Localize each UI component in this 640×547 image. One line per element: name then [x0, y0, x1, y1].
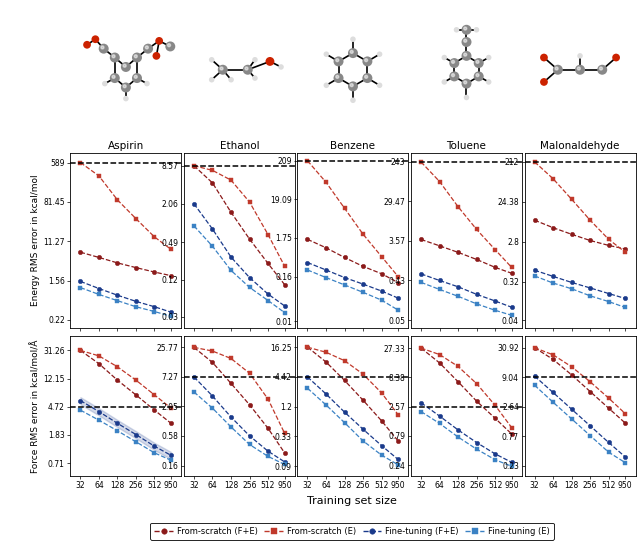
Circle shape [348, 82, 358, 91]
Circle shape [134, 75, 137, 78]
Circle shape [134, 55, 137, 58]
Circle shape [454, 27, 460, 33]
Circle shape [252, 75, 258, 81]
Circle shape [461, 79, 472, 89]
Circle shape [476, 74, 479, 77]
Circle shape [461, 25, 472, 35]
Circle shape [132, 73, 142, 83]
Circle shape [333, 56, 344, 66]
Circle shape [540, 54, 548, 61]
Y-axis label: Force RMS error in kcal/mol/Å: Force RMS error in kcal/mol/Å [31, 340, 40, 473]
Circle shape [540, 78, 548, 86]
Circle shape [449, 72, 460, 82]
Circle shape [486, 79, 492, 85]
Circle shape [362, 73, 372, 83]
Circle shape [365, 59, 367, 62]
Circle shape [252, 57, 258, 62]
Circle shape [442, 79, 447, 85]
Circle shape [449, 58, 460, 68]
Circle shape [464, 39, 467, 42]
Circle shape [143, 44, 153, 54]
Circle shape [112, 55, 115, 58]
Circle shape [474, 27, 479, 33]
Circle shape [377, 83, 382, 88]
Circle shape [350, 50, 353, 54]
Circle shape [110, 73, 120, 83]
Circle shape [348, 48, 358, 58]
Circle shape [464, 53, 467, 56]
Circle shape [461, 37, 472, 47]
Circle shape [165, 42, 175, 51]
Circle shape [461, 51, 472, 61]
Circle shape [612, 54, 620, 61]
Circle shape [168, 44, 170, 46]
Circle shape [350, 37, 356, 42]
Title: Toluene: Toluene [447, 141, 486, 151]
Circle shape [123, 96, 129, 101]
Title: Aspirin: Aspirin [108, 141, 144, 151]
Circle shape [123, 85, 126, 88]
Circle shape [600, 67, 602, 70]
Circle shape [452, 74, 454, 77]
Circle shape [442, 55, 447, 60]
Circle shape [597, 65, 607, 75]
Circle shape [228, 77, 234, 83]
Circle shape [476, 60, 479, 63]
Circle shape [365, 75, 367, 78]
Circle shape [350, 97, 356, 103]
Circle shape [156, 37, 163, 45]
Circle shape [464, 95, 469, 100]
Circle shape [278, 64, 284, 70]
Circle shape [336, 75, 339, 78]
Title: Benzene: Benzene [330, 141, 376, 151]
Circle shape [144, 81, 150, 86]
Circle shape [92, 36, 99, 43]
Title: Ethanol: Ethanol [220, 141, 259, 151]
Circle shape [553, 65, 563, 75]
Circle shape [245, 67, 248, 70]
Circle shape [350, 84, 353, 86]
Circle shape [132, 53, 142, 62]
Circle shape [464, 27, 467, 30]
Circle shape [101, 46, 104, 49]
Title: Malonaldehyde: Malonaldehyde [540, 141, 620, 151]
Circle shape [83, 41, 91, 49]
Circle shape [474, 72, 484, 82]
Circle shape [121, 83, 131, 92]
Circle shape [121, 62, 131, 72]
Circle shape [152, 52, 160, 60]
Circle shape [486, 55, 492, 60]
Circle shape [243, 65, 253, 75]
Text: Training set size: Training set size [307, 496, 397, 505]
Circle shape [333, 73, 344, 83]
Circle shape [377, 51, 382, 57]
Circle shape [577, 67, 580, 70]
Circle shape [145, 46, 148, 49]
Circle shape [577, 53, 583, 59]
Circle shape [218, 65, 228, 75]
Circle shape [99, 44, 109, 54]
Circle shape [324, 83, 329, 88]
Circle shape [452, 60, 454, 63]
Circle shape [102, 81, 108, 86]
Circle shape [336, 59, 339, 62]
Circle shape [266, 57, 275, 66]
Circle shape [575, 65, 585, 75]
Circle shape [474, 58, 484, 68]
Circle shape [209, 57, 214, 62]
Legend: From-scratch (F+E), From-scratch (E), Fine-tuning (F+E), Fine-tuning (E): From-scratch (F+E), From-scratch (E), Fi… [150, 523, 554, 540]
Y-axis label: Energy RMS error in kcal/mol: Energy RMS error in kcal/mol [31, 175, 40, 306]
Circle shape [220, 67, 223, 70]
Circle shape [362, 56, 372, 66]
Circle shape [464, 81, 467, 84]
Circle shape [324, 51, 329, 57]
Circle shape [555, 67, 558, 70]
Circle shape [209, 77, 214, 83]
Circle shape [110, 53, 120, 62]
Circle shape [112, 75, 115, 78]
Circle shape [123, 64, 126, 67]
